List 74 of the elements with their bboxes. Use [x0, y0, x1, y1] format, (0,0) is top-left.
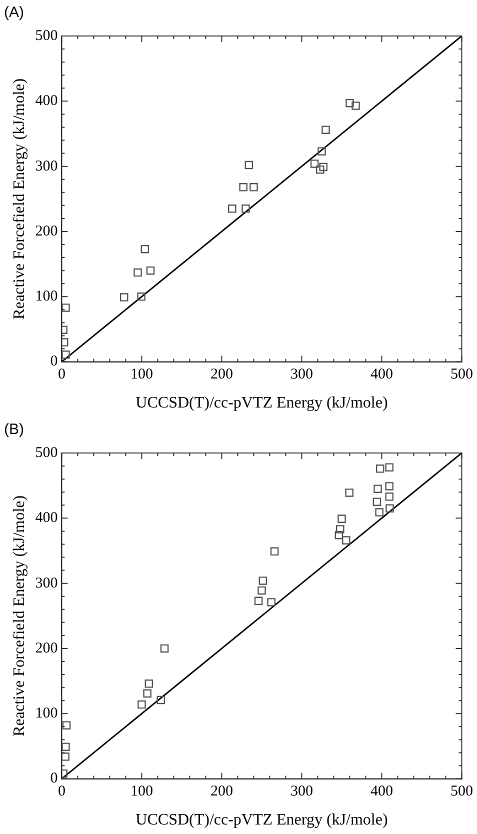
point	[62, 304, 70, 312]
y-tick-label: 0	[50, 770, 58, 787]
point	[386, 504, 394, 513]
y-tick-label: 200	[35, 223, 58, 240]
point	[267, 598, 276, 606]
y-tick-label: 0	[50, 354, 58, 370]
point	[310, 160, 319, 168]
x-tick-label: 400	[370, 784, 393, 800]
point	[345, 488, 354, 497]
point	[62, 350, 70, 359]
point	[385, 463, 394, 472]
x-tick-label: 300	[290, 366, 313, 383]
y-tick-label: 400	[35, 510, 58, 526]
point	[318, 147, 326, 156]
point	[376, 464, 384, 473]
x-tick-label: 100	[130, 366, 153, 383]
chart-title: (B)	[4, 421, 24, 438]
point	[346, 98, 354, 108]
point	[160, 644, 169, 653]
point	[62, 338, 68, 346]
y-tick-label: 400	[35, 93, 58, 110]
point	[228, 204, 236, 213]
x-tick-label: 300	[290, 784, 313, 800]
point	[270, 547, 279, 556]
point	[239, 183, 248, 192]
x-tick-label: 400	[370, 366, 393, 383]
point	[156, 696, 166, 704]
point	[338, 514, 346, 523]
x-axis-title: UCCSD(T)/cc-pVTZ Energy (kJ/mole)	[136, 394, 388, 412]
point	[143, 689, 152, 698]
point	[342, 536, 350, 544]
point	[62, 752, 70, 761]
point	[385, 492, 394, 501]
point	[138, 700, 146, 709]
y-tick-label: 500	[35, 444, 58, 461]
x-tick-label: 100	[130, 784, 153, 800]
point	[254, 596, 263, 606]
point	[385, 482, 394, 490]
point	[62, 742, 70, 752]
y-tick-label: 100	[35, 706, 58, 722]
point	[372, 498, 382, 506]
point	[322, 126, 330, 134]
point	[137, 292, 146, 301]
point	[375, 508, 384, 516]
y-axis-title: Reactive Forcefield Energy (kJ/mole)	[10, 495, 28, 736]
point	[250, 183, 258, 192]
y-tick-label: 300	[35, 158, 58, 174]
point	[140, 244, 150, 254]
x-tick-label: 200	[210, 784, 233, 800]
x-tick-label: 200	[210, 366, 233, 383]
y-tick-label: 500	[35, 28, 58, 44]
chart-title: (A)	[4, 4, 24, 22]
point	[62, 721, 71, 730]
point	[319, 162, 328, 172]
point	[316, 165, 324, 174]
point	[258, 576, 268, 585]
point	[374, 484, 382, 493]
point	[258, 586, 266, 595]
point	[144, 680, 154, 688]
x-tick-label: 500	[450, 784, 473, 800]
point	[120, 293, 128, 302]
point	[244, 160, 254, 170]
point	[336, 525, 344, 534]
x-axis-title: UCCSD(T)/cc-pVTZ Energy (kJ/mole)	[136, 812, 388, 829]
point	[134, 268, 142, 277]
x-tick-label: 500	[450, 366, 473, 383]
y-tick-label: 200	[35, 640, 58, 656]
y-tick-label: 100	[35, 288, 58, 305]
y-tick-label: 300	[35, 575, 58, 592]
point	[242, 204, 250, 213]
point	[352, 102, 360, 110]
point	[334, 530, 344, 540]
point	[146, 266, 155, 275]
y-axis-title: Reactive Forcefield Energy (kJ/mole)	[10, 78, 28, 320]
